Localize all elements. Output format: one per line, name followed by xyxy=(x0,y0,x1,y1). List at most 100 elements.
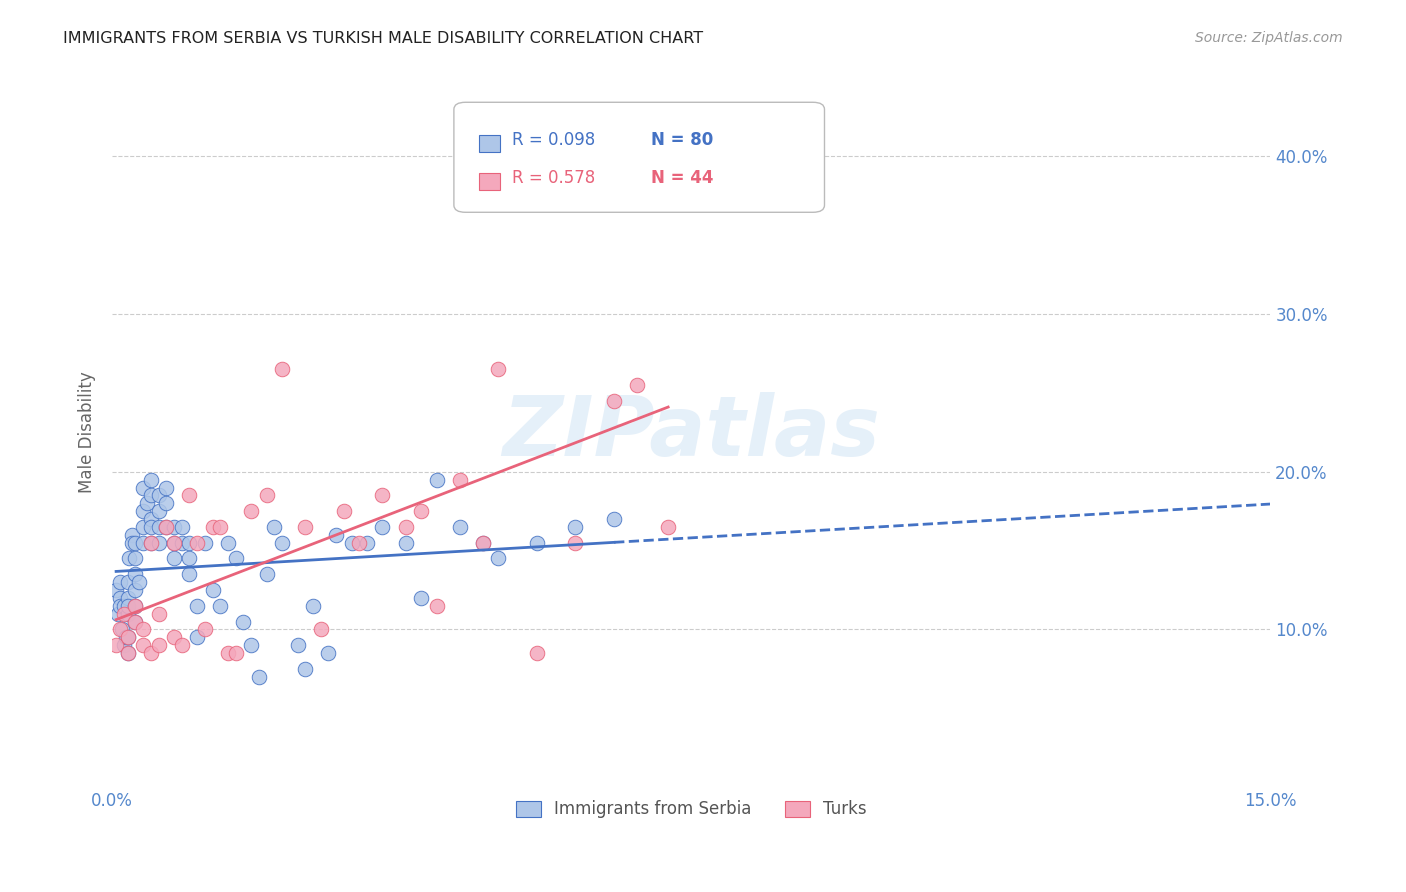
Point xyxy=(170,638,193,652)
Point xyxy=(194,535,217,549)
Point xyxy=(564,535,586,549)
Point xyxy=(148,607,170,621)
Point xyxy=(395,535,418,549)
Point xyxy=(486,551,509,566)
Point xyxy=(471,535,494,549)
Text: N = 44: N = 44 xyxy=(651,169,713,187)
Point xyxy=(155,496,177,510)
Point xyxy=(148,504,170,518)
Point xyxy=(170,520,193,534)
Point xyxy=(395,520,418,534)
Point xyxy=(194,623,217,637)
Point xyxy=(240,504,263,518)
Point xyxy=(121,528,143,542)
Text: N = 80: N = 80 xyxy=(651,131,713,149)
Point xyxy=(247,670,270,684)
Point xyxy=(170,535,193,549)
Point xyxy=(294,520,316,534)
Point xyxy=(117,646,139,660)
Point xyxy=(325,528,347,542)
Point xyxy=(425,599,447,613)
Text: Source: ZipAtlas.com: Source: ZipAtlas.com xyxy=(1195,31,1343,45)
Point xyxy=(117,599,139,613)
Point xyxy=(139,520,162,534)
Point xyxy=(294,662,316,676)
Point xyxy=(225,551,247,566)
Point xyxy=(124,535,146,549)
Point xyxy=(657,520,679,534)
Point xyxy=(217,535,239,549)
Point xyxy=(163,631,186,645)
Point xyxy=(186,599,208,613)
Point xyxy=(186,631,208,645)
Point xyxy=(603,512,626,526)
Text: R = 0.578: R = 0.578 xyxy=(512,169,595,187)
Point xyxy=(155,520,177,534)
Point xyxy=(449,520,471,534)
Point xyxy=(107,607,129,621)
Point xyxy=(117,607,139,621)
Point xyxy=(179,551,201,566)
Point xyxy=(217,646,239,660)
Point xyxy=(603,393,626,408)
Point xyxy=(179,567,201,582)
Point xyxy=(124,582,146,597)
Point xyxy=(148,488,170,502)
Point xyxy=(132,520,155,534)
Point xyxy=(201,582,224,597)
Point xyxy=(409,504,432,518)
FancyBboxPatch shape xyxy=(454,103,824,212)
Point xyxy=(209,520,232,534)
Point xyxy=(486,362,509,376)
Text: ZIPatlas: ZIPatlas xyxy=(502,392,880,473)
Point xyxy=(163,520,186,534)
Point xyxy=(371,520,394,534)
Point xyxy=(108,599,131,613)
Point xyxy=(148,638,170,652)
Point xyxy=(318,646,340,660)
Point xyxy=(115,631,138,645)
Point xyxy=(340,535,363,549)
Point xyxy=(139,535,162,549)
Point xyxy=(148,520,170,534)
Point xyxy=(124,615,146,629)
Point xyxy=(139,488,162,502)
Point xyxy=(124,551,146,566)
Point xyxy=(118,551,141,566)
Point xyxy=(132,504,155,518)
Point xyxy=(232,615,254,629)
Point xyxy=(186,535,208,549)
Point xyxy=(425,473,447,487)
Y-axis label: Male Disability: Male Disability xyxy=(79,371,96,493)
Point xyxy=(139,646,162,660)
Point xyxy=(112,599,135,613)
Text: IMMIGRANTS FROM SERBIA VS TURKISH MALE DISABILITY CORRELATION CHART: IMMIGRANTS FROM SERBIA VS TURKISH MALE D… xyxy=(63,31,703,46)
Point xyxy=(309,623,332,637)
Point xyxy=(108,623,131,637)
Point xyxy=(155,520,177,534)
Point xyxy=(409,591,432,605)
Point xyxy=(117,631,139,645)
Point xyxy=(132,638,155,652)
Point xyxy=(163,551,186,566)
Point xyxy=(105,638,128,652)
Point xyxy=(163,535,186,549)
Point xyxy=(108,591,131,605)
Point xyxy=(240,638,263,652)
Point xyxy=(526,535,548,549)
Point xyxy=(105,582,128,597)
Point xyxy=(333,504,356,518)
Point xyxy=(139,512,162,526)
Point xyxy=(371,488,394,502)
FancyBboxPatch shape xyxy=(479,173,501,190)
Point xyxy=(132,623,155,637)
Point xyxy=(526,646,548,660)
Point xyxy=(263,520,285,534)
Point xyxy=(209,599,232,613)
Point xyxy=(471,535,494,549)
Point xyxy=(117,591,139,605)
Point xyxy=(117,631,139,645)
Point xyxy=(124,599,146,613)
Point xyxy=(139,473,162,487)
Point xyxy=(626,378,648,392)
